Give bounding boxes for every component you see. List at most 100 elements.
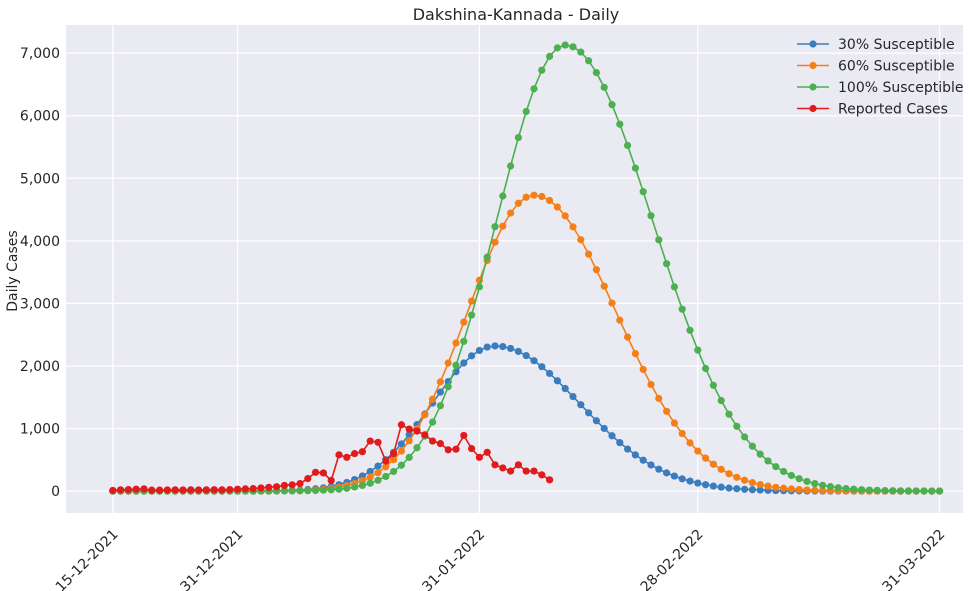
y-tick-label: 4,000 (20, 234, 60, 250)
data-point (444, 446, 452, 454)
data-point (327, 476, 335, 485)
data-point (405, 437, 413, 445)
data-point (124, 485, 132, 494)
y-tick-label: 0 (51, 484, 60, 500)
data-point (678, 305, 686, 313)
data-point (507, 209, 515, 217)
data-point (132, 485, 140, 493)
data-point (507, 467, 515, 475)
data-point (226, 485, 234, 494)
data-point (772, 483, 780, 491)
data-point (811, 486, 819, 494)
data-point (319, 486, 327, 494)
data-point (546, 52, 554, 60)
data-point (210, 486, 218, 494)
data-point (624, 141, 632, 150)
data-point (491, 238, 499, 246)
data-point (826, 483, 835, 491)
plot-background (66, 25, 963, 513)
data-point (592, 266, 601, 274)
data-point (382, 457, 390, 465)
data-point (460, 359, 468, 367)
data-point (764, 482, 772, 490)
data-point (436, 378, 444, 386)
data-point (312, 468, 320, 476)
data-point (725, 470, 733, 478)
data-point (452, 445, 460, 453)
chart-title: Dakshina-Kannada - Daily (413, 5, 620, 24)
data-point (452, 361, 460, 369)
data-point (756, 480, 764, 489)
data-point (592, 417, 601, 425)
data-point (865, 486, 874, 494)
data-point (741, 485, 749, 493)
data-point (561, 212, 569, 220)
data-point (296, 479, 304, 488)
data-point (390, 456, 398, 464)
data-point (795, 485, 803, 494)
data-point (460, 318, 468, 326)
data-point (686, 477, 694, 485)
data-point (468, 444, 476, 453)
data-point (491, 461, 499, 469)
data-point (522, 193, 530, 201)
data-point (514, 133, 523, 142)
data-point (811, 479, 819, 488)
data-point (530, 357, 538, 365)
data-point (429, 437, 437, 445)
data-point (171, 486, 179, 494)
data-point (397, 440, 405, 448)
y-tick-label: 3,000 (20, 296, 60, 312)
data-point (803, 477, 811, 486)
data-point (694, 447, 702, 455)
data-point (686, 326, 694, 334)
data-point (351, 483, 359, 491)
data-point (358, 448, 366, 456)
data-point (647, 380, 655, 389)
data-point (858, 486, 866, 494)
data-point (202, 486, 210, 494)
data-point (429, 418, 437, 426)
data-point (460, 337, 468, 345)
data-point (585, 57, 593, 65)
data-point (748, 442, 757, 450)
data-point (499, 222, 507, 230)
data-point (764, 457, 772, 465)
data-point (561, 384, 569, 393)
data-point (374, 476, 382, 484)
data-point (616, 439, 624, 447)
data-point (319, 469, 327, 477)
data-point (725, 484, 733, 492)
data-point (889, 487, 897, 495)
data-point (936, 487, 944, 495)
data-point (483, 448, 491, 456)
data-point (421, 411, 429, 419)
data-point (397, 421, 405, 429)
data-point (514, 347, 523, 356)
data-point (249, 485, 257, 493)
y-tick-label: 6,000 (20, 109, 60, 125)
data-point (717, 465, 725, 473)
x-tick-label: 28-02-2022 (638, 527, 707, 591)
data-point (569, 392, 577, 401)
data-point (928, 487, 936, 495)
x-tick-label: 31-01-2022 (419, 527, 488, 591)
data-point (569, 43, 577, 51)
data-point (678, 429, 686, 438)
y-tick-label: 2,000 (20, 359, 60, 375)
data-point (663, 469, 671, 477)
data-point (257, 484, 265, 492)
data-point (897, 487, 905, 495)
data-point (904, 487, 913, 495)
data-point (772, 463, 780, 471)
data-point (304, 474, 312, 483)
data-point (670, 419, 679, 427)
data-point (748, 479, 757, 487)
data-point (655, 394, 663, 403)
data-point (374, 438, 382, 446)
data-point (709, 381, 718, 389)
data-point (616, 120, 624, 128)
data-point (538, 66, 546, 74)
legend-label: 30% Susceptible (838, 37, 955, 53)
